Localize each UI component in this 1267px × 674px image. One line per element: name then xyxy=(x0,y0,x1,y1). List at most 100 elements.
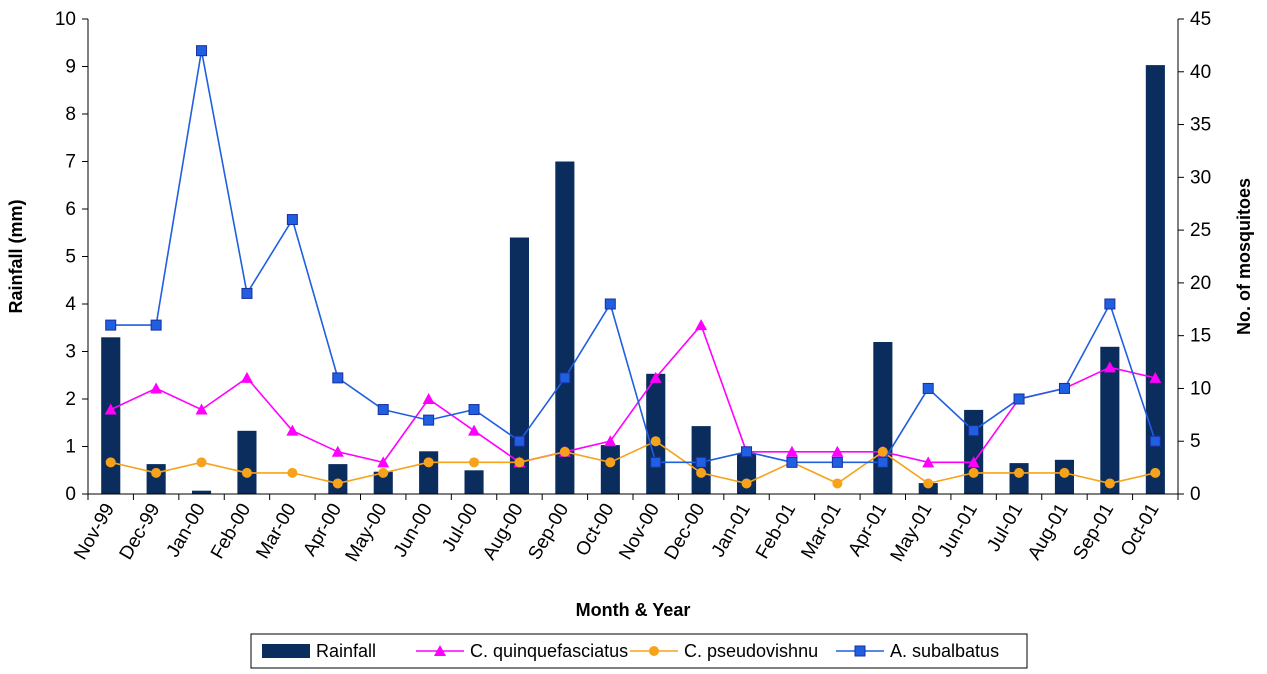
left-tick-label: 4 xyxy=(65,294,76,315)
right-tick-label: 20 xyxy=(1190,273,1211,294)
c-quinquefasciatus-point xyxy=(1103,361,1116,373)
c-pseudovishnu-point xyxy=(968,467,979,478)
rainfall-bar-feb-00 xyxy=(237,430,257,494)
x-tick-label: Mar-00 xyxy=(252,500,300,563)
y2-axis-title: No. of mosquitoes xyxy=(1234,178,1254,335)
right-tick-label: 5 xyxy=(1190,431,1201,452)
c-pseudovishnu-point xyxy=(605,457,616,468)
a-subalbatus-point xyxy=(741,446,753,458)
a-subalbatus-point xyxy=(286,214,298,226)
x-tick-label: Nov-99 xyxy=(70,500,119,564)
c-quinquefasciatus-point xyxy=(195,403,208,415)
a-subalbatus-point xyxy=(377,404,389,416)
x-tick-label: Jan-00 xyxy=(163,500,210,561)
x-tick-label: May-00 xyxy=(342,500,392,565)
x-tick-label: Jul-00 xyxy=(438,500,482,555)
x-tick-label: Mar-01 xyxy=(797,500,845,563)
rainfall-bar-jul-00 xyxy=(464,470,484,495)
right-tick-label: 10 xyxy=(1190,378,1211,399)
c-pseudovishnu-point xyxy=(741,478,752,489)
x-tick-label: May-01 xyxy=(887,500,937,565)
c-pseudovishnu-point xyxy=(1150,467,1161,478)
c-pseudovishnu-point xyxy=(696,467,707,478)
a-subalbatus-point xyxy=(1149,435,1161,447)
rainfall-bar-oct-01 xyxy=(1145,65,1165,494)
a-subalbatus-point xyxy=(150,319,162,331)
left-tick-label: 0 xyxy=(65,484,76,505)
a-subalbatus-point xyxy=(468,404,480,416)
rainfall-bar-aug-00 xyxy=(509,237,529,494)
right-tick-label: 30 xyxy=(1190,167,1211,188)
rainfall-bar-jan-00 xyxy=(192,490,212,494)
a-subalbatus-point xyxy=(559,372,571,384)
legend-label: C. pseudovishnu xyxy=(684,641,818,661)
rainfall-bar-sep-00 xyxy=(555,161,575,494)
a-subalbatus-point xyxy=(831,456,843,468)
c-pseudovishnu-point xyxy=(241,467,252,478)
a-subalbatus-point xyxy=(332,372,344,384)
c-pseudovishnu-point xyxy=(923,478,934,489)
c-pseudovishnu-point xyxy=(105,457,116,468)
a-subalbatus-point xyxy=(604,298,616,310)
x-tick-label: Apr-00 xyxy=(299,500,346,560)
a-subalbatus-point xyxy=(196,45,208,57)
legend-label: C. quinquefasciatus xyxy=(470,641,628,661)
rainfall-bar-oct-00 xyxy=(600,445,620,494)
c-quinquefasciatus-point xyxy=(649,371,662,383)
left-tick-label: 3 xyxy=(65,342,76,363)
c-pseudovishnu-point xyxy=(1059,467,1070,478)
x-tick-label: Oct-01 xyxy=(1117,500,1164,560)
x-tick-label: Sep-01 xyxy=(1069,500,1118,564)
x-tick-label: Oct-00 xyxy=(572,500,619,560)
rainfall-bar-sep-01 xyxy=(1100,346,1120,495)
c-quinquefasciatus-point xyxy=(286,424,299,436)
left-tick-label: 1 xyxy=(65,437,76,458)
c-quinquefasciatus-point xyxy=(377,456,390,468)
rainfall-bar-apr-01 xyxy=(873,342,893,494)
left-tick-label: 9 xyxy=(65,57,76,78)
a-subalbatus-point xyxy=(695,456,707,468)
rainfall-bar-jul-01 xyxy=(1009,463,1029,494)
x-tick-label: Feb-01 xyxy=(752,500,800,563)
rainfall-bar-may-00 xyxy=(373,471,393,494)
right-tick-label: 35 xyxy=(1190,115,1211,136)
c-quinquefasciatus-point xyxy=(967,456,980,468)
x-tick-label: Jun-00 xyxy=(390,500,437,561)
legend-marker xyxy=(434,645,446,656)
left-tick-label: 10 xyxy=(55,9,76,30)
right-tick-label: 40 xyxy=(1190,62,1211,83)
a-subalbatus-point xyxy=(423,414,435,426)
c-quinquefasciatus-point xyxy=(150,382,163,394)
left-tick-label: 8 xyxy=(65,104,76,125)
c-quinquefasciatus-point xyxy=(331,445,344,457)
x-tick-label: Feb-00 xyxy=(207,500,255,563)
x-axis-title: Month & Year xyxy=(576,600,691,620)
c-pseudovishnu-point xyxy=(287,467,298,478)
x-tick-label: Jun-01 xyxy=(935,500,982,561)
c-quinquefasciatus-point xyxy=(922,456,935,468)
c-quinquefasciatus-point xyxy=(831,445,844,457)
rainfall-bar-nov-00 xyxy=(646,373,666,494)
x-tick-label: Jan-01 xyxy=(708,500,755,561)
x-tick-label: Jul-01 xyxy=(983,500,1027,555)
c-quinquefasciatus-point xyxy=(240,371,253,383)
c-quinquefasciatus-point xyxy=(1149,371,1162,383)
c-pseudovishnu-point xyxy=(1104,478,1115,489)
legend-swatch-rainfall xyxy=(262,644,310,658)
a-subalbatus-point xyxy=(1104,298,1116,310)
right-tick-label: 0 xyxy=(1190,484,1201,505)
a-subalbatus-point xyxy=(786,456,798,468)
x-tick-label: Aug-00 xyxy=(479,500,528,564)
a-subalbatus-point xyxy=(241,287,253,299)
legend-marker xyxy=(649,646,659,656)
legend-label: Rainfall xyxy=(316,641,376,661)
legend-label: A. subalbatus xyxy=(890,641,999,661)
left-tick-label: 7 xyxy=(65,152,76,173)
c-pseudovishnu-point xyxy=(469,457,480,468)
right-tick-label: 45 xyxy=(1190,9,1211,30)
a-subalbatus-point xyxy=(1058,382,1070,394)
x-tick-label: Apr-01 xyxy=(844,500,891,560)
a-subalbatus-point xyxy=(513,435,525,447)
c-pseudovishnu-point xyxy=(423,457,434,468)
